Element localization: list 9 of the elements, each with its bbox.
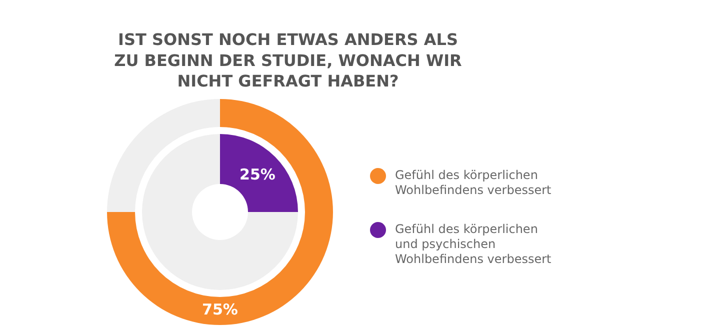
data-label: 75% [202, 300, 238, 319]
donut-slice [107, 99, 220, 212]
donut-slice [220, 134, 298, 212]
data-label: 25% [240, 166, 276, 184]
legend-label: Gefühl des körperlichen Wohlbefindens verbessert [395, 168, 552, 198]
donut-slice [107, 99, 333, 325]
legend-label: Gefühl des körperlichen und psychischen Wohlbefindens verbessert [395, 222, 552, 267]
donut-slice [142, 134, 298, 290]
chart-title: IST SONST NOCH ETWAS ANDERS ALS ZU BEGINN DER STUDIE, WONACH WIR NICHT GEFRAGT HABEN? [114, 30, 462, 91]
